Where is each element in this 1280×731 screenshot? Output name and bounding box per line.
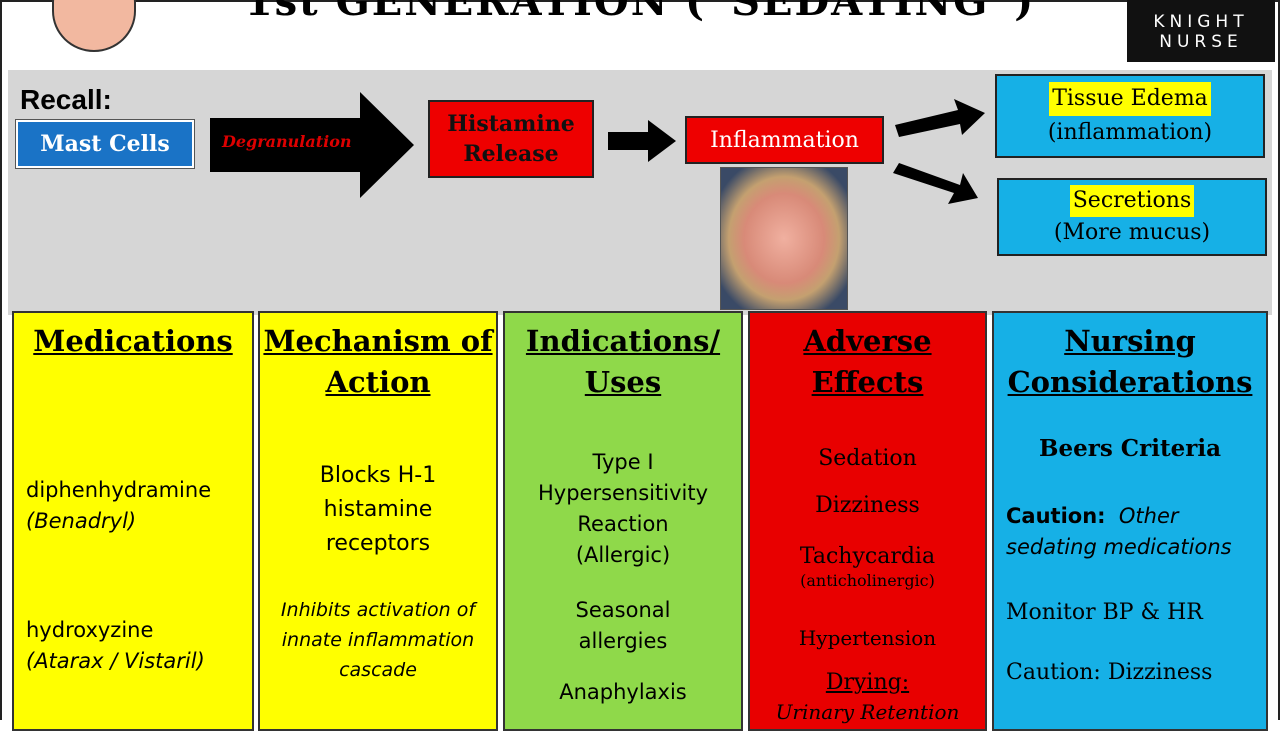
tissue-edema-box: Tissue Edema (inflammation) bbox=[995, 74, 1265, 158]
use-allergic: (Allergic) bbox=[575, 543, 671, 567]
ae-dizziness: Dizziness bbox=[815, 493, 920, 518]
use-type1: Type I Hypersensitivity Reaction bbox=[537, 450, 709, 536]
drug-brand-atarax: (Atarax / Vistaril) bbox=[26, 649, 205, 673]
ae-anticholinergic: (anticholinergic) bbox=[800, 571, 935, 590]
use-anaphylaxis: Anaphylaxis bbox=[559, 680, 687, 704]
nursing-column: Nursing Considerations Beers Criteria Ca… bbox=[992, 311, 1268, 731]
drug-diphenhydramine: diphenhydramine bbox=[26, 478, 212, 502]
mechanism-column: Mechanism of Action Blocks H-1 histamine… bbox=[258, 311, 498, 731]
ae-urinary-retention: Urinary Retention bbox=[775, 700, 960, 724]
swollen-face-photo bbox=[720, 167, 848, 310]
slide-title: 1st GENERATION (“SEDATING”) bbox=[244, 0, 1036, 25]
ae-drying: Drying: bbox=[825, 670, 910, 695]
secretions-box: Secretions (More mucus) bbox=[997, 178, 1267, 256]
ae-sedation: Sedation bbox=[818, 446, 917, 471]
drug-brand-benadryl: (Benadryl) bbox=[26, 509, 137, 533]
recall-label: Recall: bbox=[20, 84, 112, 115]
inflammation-box: Inflammation bbox=[685, 116, 884, 164]
drug-hydroxyzine: hydroxyzine bbox=[26, 618, 154, 642]
branch-arrows-icon bbox=[893, 99, 985, 204]
ae-hypertension: Hypertension bbox=[798, 626, 937, 650]
use-seasonal: Seasonal allergies bbox=[575, 598, 671, 653]
nursing-heading: Nursing Considerations bbox=[1007, 324, 1253, 399]
histamine-release-box: Histamine Release bbox=[428, 100, 594, 178]
mast-cells-box: Mast Cells bbox=[15, 119, 195, 169]
monitor-bp-hr: Monitor BP & HR bbox=[1006, 600, 1203, 625]
adverse-heading: Adverse Effects bbox=[803, 324, 932, 399]
caution-sedating: Other sedating medications bbox=[1006, 504, 1232, 559]
ae-tachycardia: Tachycardia bbox=[799, 544, 936, 569]
arrow-right-icon bbox=[608, 120, 676, 162]
indications-heading: Indications/ Uses bbox=[525, 324, 721, 399]
medications-heading: Medications bbox=[33, 324, 233, 358]
beers-criteria: Beers Criteria bbox=[1039, 435, 1221, 462]
indications-column: Indications/ Uses Type I Hypersensitivit… bbox=[503, 311, 743, 731]
adverse-column: Adverse Effects Sedation Dizziness Tachy… bbox=[748, 311, 987, 731]
caution-dizziness: Caution: Dizziness bbox=[1006, 660, 1213, 685]
mechanism-inhibits: Inhibits activation of innate inflammati… bbox=[280, 599, 476, 681]
mechanism-heading: Mechanism of Action bbox=[263, 324, 493, 399]
mechanism-blocks-h1: Blocks H-1 histamine receptors bbox=[319, 463, 437, 556]
degranulation-arrow bbox=[210, 92, 414, 198]
caution-label: Caution: bbox=[1006, 504, 1106, 528]
degranulation-label: Degranulation bbox=[222, 132, 352, 151]
medications-column: Medications diphenhydramine (Benadryl) hy… bbox=[12, 311, 254, 731]
knight-nurse-logo: KNIGHT NURSE bbox=[1127, 0, 1275, 62]
